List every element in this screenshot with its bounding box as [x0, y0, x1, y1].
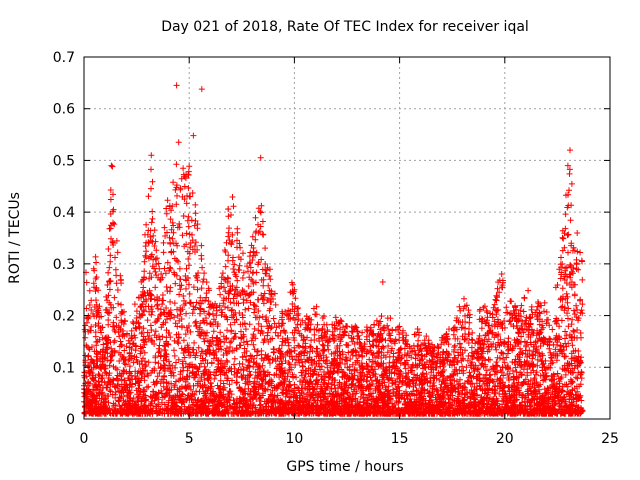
x-tick-label: 25	[601, 431, 619, 447]
x-tick-label: 5	[185, 431, 194, 447]
x-tick-label: 15	[391, 431, 409, 447]
x-tick-label: 20	[496, 431, 514, 447]
x-tick-label: 0	[80, 431, 89, 447]
y-axis-label: ROTI / TECUs	[7, 192, 23, 284]
y-tick-labels: 0 0.1 0.2 0.3 0.4 0.5 0.6 0.7	[53, 50, 75, 428]
x-tick-labels: 0 5 10 15 20 25	[80, 431, 619, 447]
y-tick-label: 0.6	[53, 102, 75, 118]
y-tick-label: 0.2	[53, 309, 75, 325]
y-tick-label: 0.5	[53, 153, 75, 169]
roti-point-cloud	[81, 82, 586, 417]
x-tick-label: 10	[285, 431, 303, 447]
data-points	[81, 82, 586, 417]
y-tick-label: 0.7	[53, 50, 75, 66]
y-tick-label: 0.1	[53, 360, 75, 376]
axis-ticks	[83, 56, 611, 420]
y-tick-label: 0	[66, 412, 75, 428]
plot-frame	[83, 56, 611, 420]
x-axis-label: GPS time / hours	[286, 459, 403, 475]
y-tick-label: 0.3	[53, 257, 75, 273]
chart-title: Day 021 of 2018, Rate Of TEC Index for r…	[161, 19, 529, 35]
y-tick-label: 0.4	[53, 205, 75, 221]
